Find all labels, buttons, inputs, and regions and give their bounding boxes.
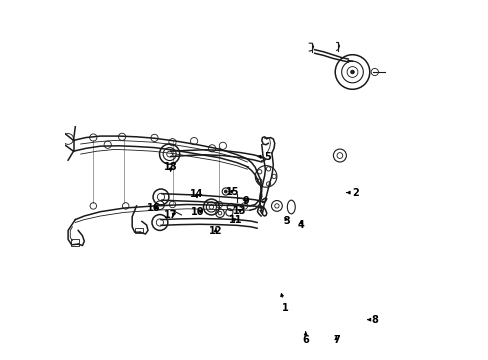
Text: 14: 14	[190, 189, 203, 199]
Text: 13: 13	[233, 206, 246, 216]
Bar	[71, 239, 79, 246]
Text: 12: 12	[208, 226, 222, 236]
Circle shape	[224, 190, 227, 193]
Text: 9: 9	[242, 196, 248, 206]
Text: 15: 15	[225, 186, 239, 197]
Text: 5: 5	[258, 152, 271, 162]
Text: 16: 16	[147, 203, 160, 213]
Text: 10: 10	[190, 207, 204, 217]
Circle shape	[350, 70, 354, 74]
Text: 8: 8	[367, 315, 378, 325]
Text: 11: 11	[228, 215, 242, 225]
Text: 18: 18	[163, 162, 177, 172]
Text: 1: 1	[280, 293, 287, 313]
Text: 3: 3	[283, 216, 290, 226]
Text: 2: 2	[346, 188, 359, 198]
Bar	[135, 228, 142, 233]
Text: 17: 17	[163, 210, 177, 220]
Text: 4: 4	[297, 220, 304, 230]
Text: 6: 6	[302, 332, 308, 345]
Text: 7: 7	[332, 335, 339, 345]
